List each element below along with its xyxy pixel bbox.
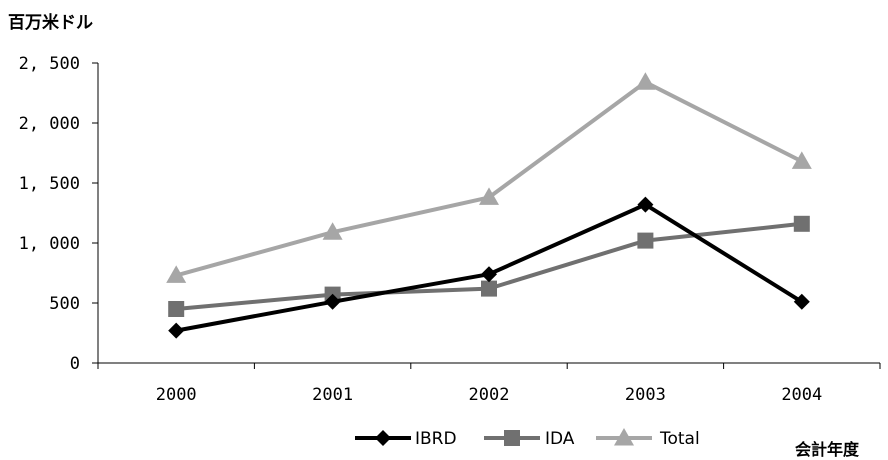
data-point-ibrd bbox=[168, 322, 185, 339]
y-tick-label: 2, 500 bbox=[19, 54, 80, 74]
data-point-total bbox=[791, 151, 812, 169]
legend-marker-ida bbox=[504, 430, 520, 446]
x-tick-label: 2000 bbox=[156, 385, 197, 405]
data-point-total bbox=[635, 72, 656, 90]
data-point-ibrd bbox=[637, 196, 654, 213]
y-tick-label: 0 bbox=[70, 354, 80, 374]
series-line-total bbox=[175, 80, 803, 278]
data-point-ida bbox=[168, 301, 185, 317]
data-point-ida bbox=[481, 280, 497, 297]
data-point-total bbox=[166, 265, 187, 283]
legend-label-total: Total bbox=[659, 429, 700, 449]
legend-marker-ibrd bbox=[375, 430, 391, 446]
data-point-ida bbox=[637, 232, 654, 249]
data-point-total bbox=[479, 187, 499, 205]
data-point-total bbox=[322, 222, 343, 240]
y-axis-label: 百万米ドル bbox=[8, 13, 93, 33]
y-tick-label: 1, 000 bbox=[19, 234, 80, 254]
data-point-ibrd bbox=[324, 293, 341, 310]
x-tick-label: 2002 bbox=[469, 385, 510, 405]
x-axis-label: 会計年度 bbox=[795, 440, 860, 459]
data-point-ida bbox=[793, 215, 810, 232]
legend-label-ida: IDA bbox=[545, 429, 575, 449]
legend-label-ibrd: IBRD bbox=[415, 429, 457, 449]
y-tick-label: 500 bbox=[49, 294, 80, 314]
x-tick-label: 2001 bbox=[312, 385, 353, 405]
legend-marker-total bbox=[614, 428, 634, 446]
data-point-ibrd bbox=[793, 293, 810, 310]
y-tick-label: 1, 500 bbox=[19, 174, 80, 194]
x-tick-label: 2004 bbox=[781, 385, 822, 405]
data-point-ibrd bbox=[481, 266, 497, 283]
y-tick-label: 2, 000 bbox=[19, 114, 80, 134]
x-tick-label: 2003 bbox=[625, 385, 666, 405]
